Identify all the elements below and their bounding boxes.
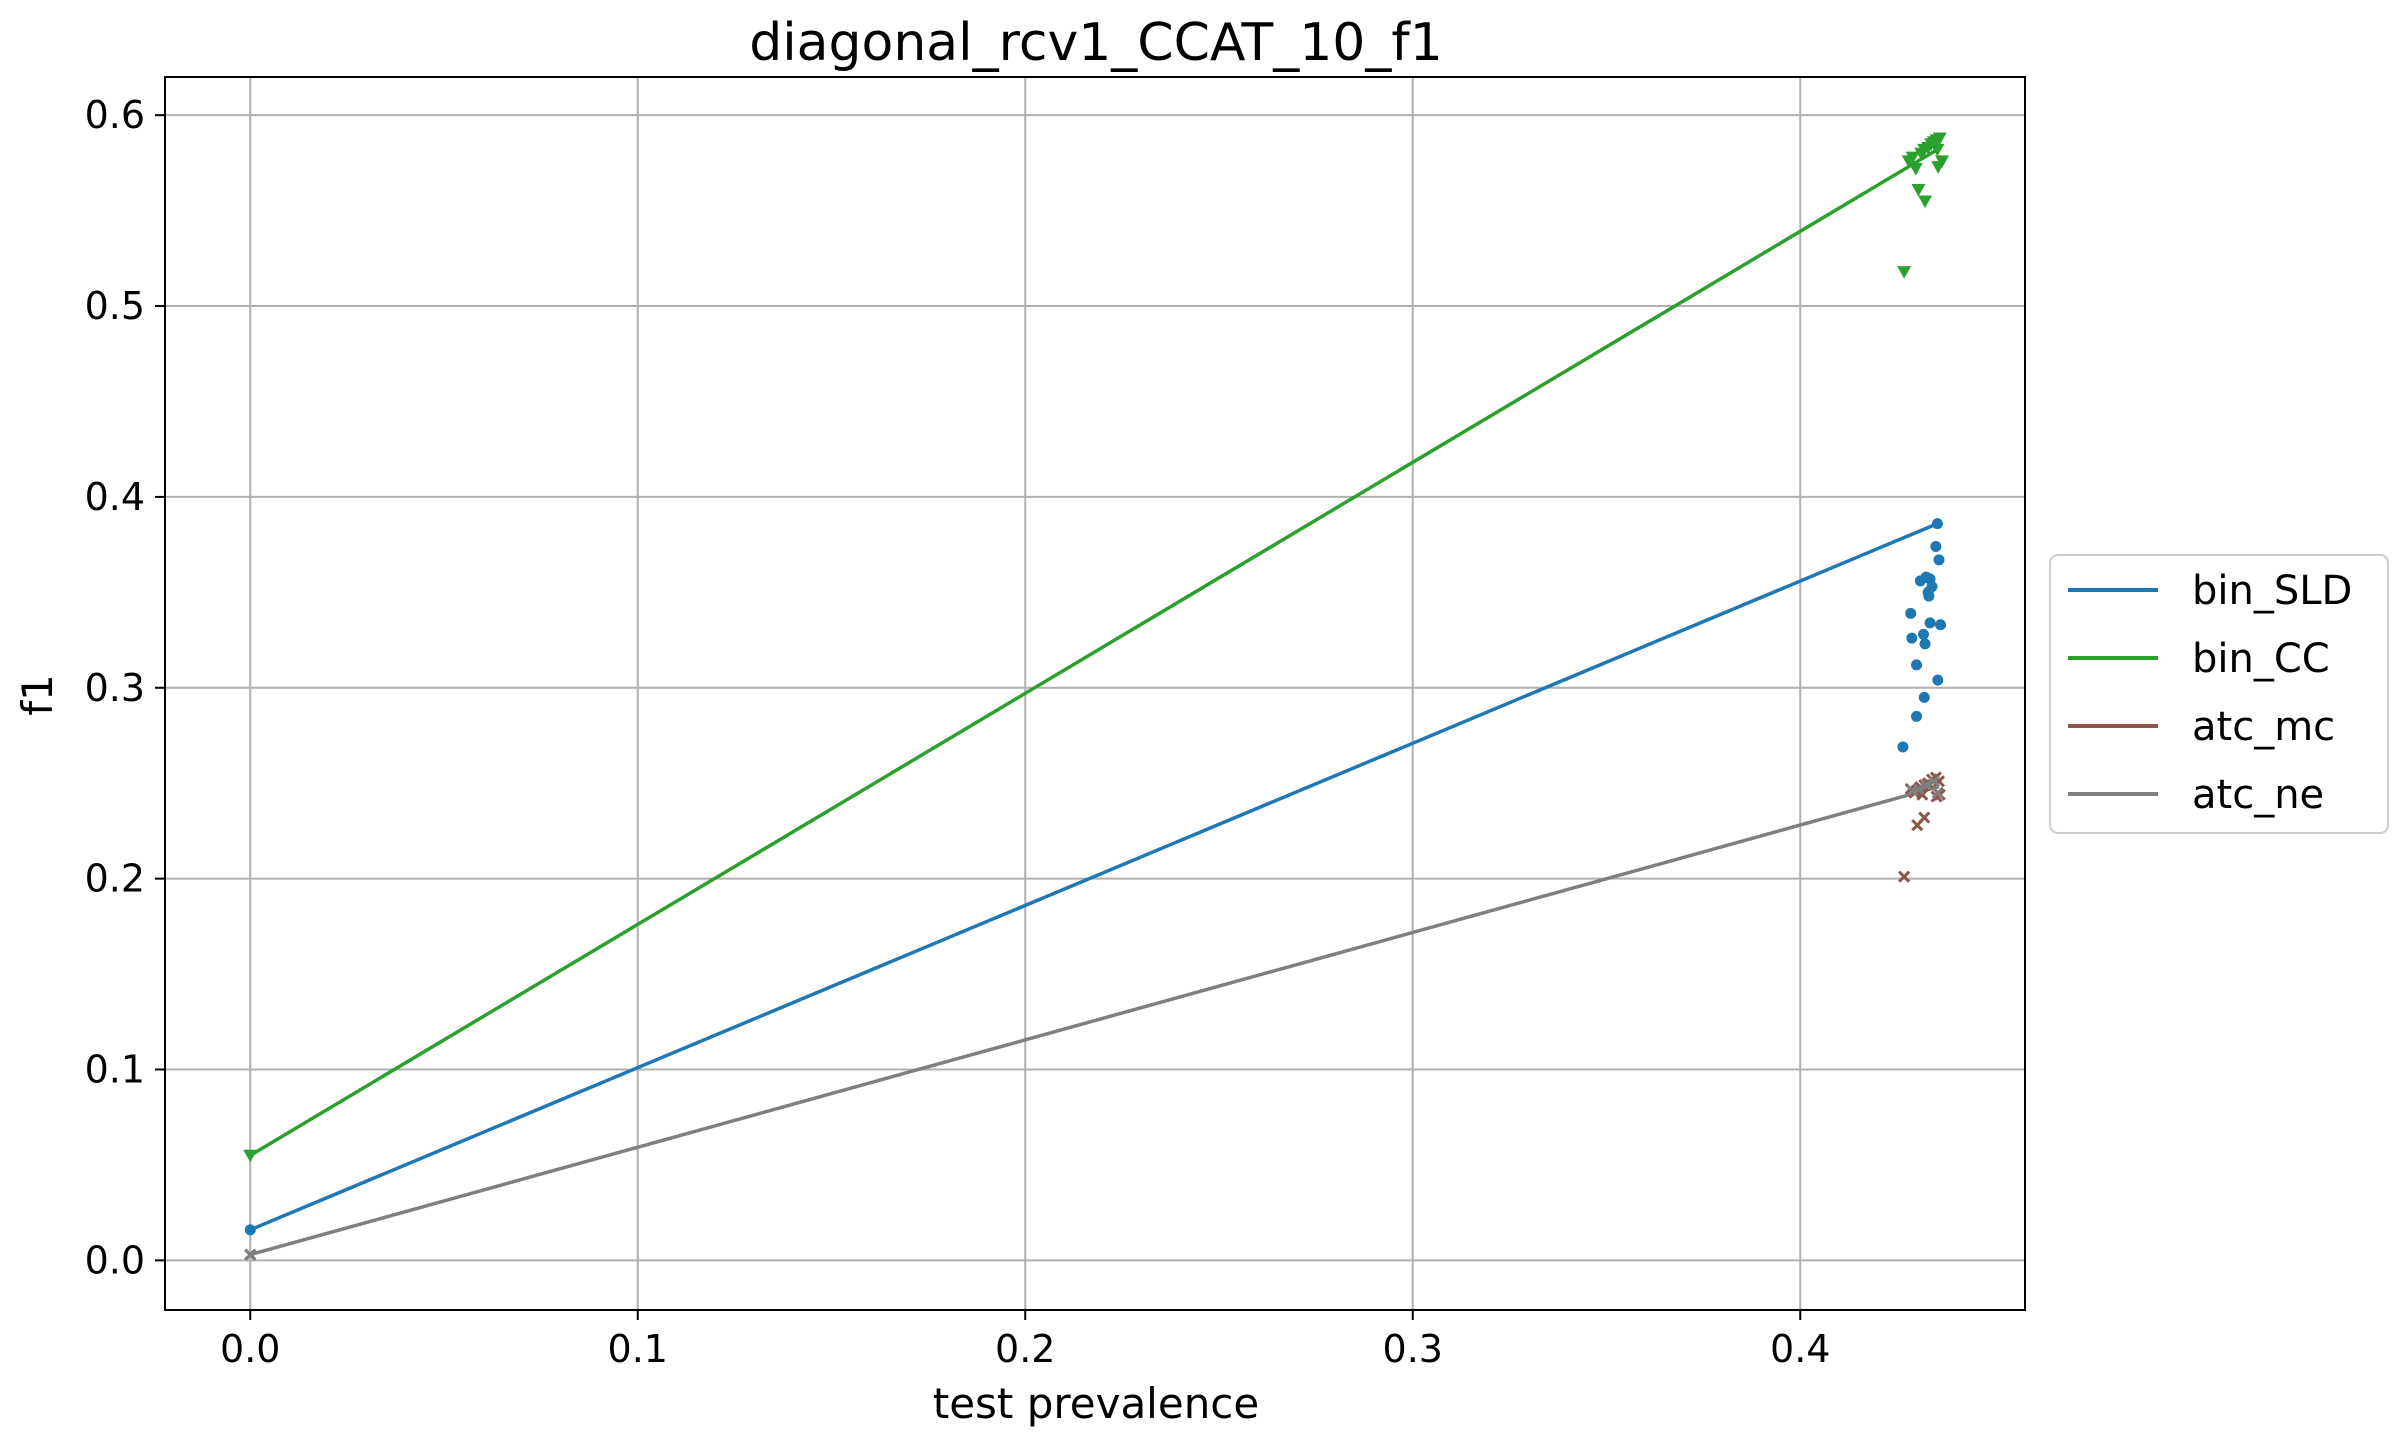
x-tick-label: 0.2 <box>995 1327 1055 1371</box>
data-point-bin_CC <box>1911 184 1926 197</box>
data-point-bin_SLD <box>1923 590 1935 602</box>
x-tick-label: 0.3 <box>1383 1327 1443 1371</box>
y-tick-label: 0.2 <box>85 857 145 901</box>
legend: bin_SLD bin_CC atc_mc atc_ne <box>2049 554 2389 834</box>
data-point-bin_CC <box>1918 195 1933 209</box>
x-tick-label: 0.4 <box>1770 1327 1830 1371</box>
data-point-bin_SLD <box>1906 632 1918 644</box>
data-point-atc_mc <box>1898 870 1911 883</box>
y-tick-label: 0.0 <box>85 1238 145 1282</box>
legend-label-atc_ne: atc_ne <box>2192 772 2324 818</box>
data-point-bin_SLD <box>1918 691 1930 703</box>
y-tick-label: 0.3 <box>85 666 145 710</box>
data-point-bin_SLD <box>1935 619 1947 631</box>
data-point-bin_SLD <box>1911 659 1922 671</box>
grid <box>165 77 2025 1310</box>
data-point-atc_ne <box>1931 786 1944 799</box>
data-point-atc_mc <box>1911 819 1924 832</box>
x-tick-label: 0.0 <box>220 1327 280 1371</box>
chart-title: diagonal_rcv1_CCAT_10_f1 <box>749 13 1443 73</box>
data-point-bin_SLD <box>1919 638 1931 650</box>
y-axis-label: f1 <box>13 674 62 716</box>
axis-ticks: 0.0 0.1 0.2 0.3 0.4 0.0 0.1 0.2 0.3 0.4 0.5 0.6 <box>85 93 1831 1371</box>
data-point-bin_SLD <box>1924 617 1936 629</box>
data-point-bin_SLD <box>1933 554 1945 566</box>
legend-label-atc_mc: atc_mc <box>2192 704 2335 750</box>
legend-label-bin_CC: bin_CC <box>2192 636 2330 682</box>
data-point-atc_ne <box>244 1248 257 1261</box>
data-point-bin_CC <box>1931 161 1946 174</box>
data-point-bin_SLD <box>1931 518 1943 530</box>
plot-frame <box>164 76 2026 1311</box>
x-tick-label: 0.1 <box>608 1327 668 1371</box>
data-point-bin_CC <box>1901 155 1916 168</box>
data-point-bin_SLD <box>1917 628 1929 640</box>
legend-label-bin_SLD: bin_SLD <box>2192 568 2352 614</box>
series-line-atc_ne <box>248 784 1940 1257</box>
data-point-bin_SLD <box>1930 541 1942 553</box>
y-tick-label: 0.1 <box>85 1048 145 1092</box>
y-tick-label: 0.4 <box>85 475 145 519</box>
data-point-bin_SLD <box>1911 710 1922 722</box>
data-point-bin_CC <box>1930 143 1945 157</box>
series-line-bin_CC <box>247 147 1940 1158</box>
y-tick-label: 0.6 <box>85 93 145 137</box>
data-point-bin_CC <box>243 1149 258 1163</box>
data-point-atc_ne <box>1920 779 1933 792</box>
data-point-bin_SLD <box>1897 741 1909 753</box>
data-point-bin_SLD <box>1914 575 1926 587</box>
data-point-bin_CC <box>1908 163 1923 176</box>
data-point-atc_ne <box>1927 775 1941 788</box>
data-point-bin_SLD <box>244 1224 256 1236</box>
data-point-bin_CC <box>1897 266 1912 279</box>
series-lines <box>247 147 1940 1257</box>
data-point-bin_CC <box>1914 147 1929 161</box>
legend-box <box>2049 554 2389 834</box>
y-tick-label: 0.5 <box>85 284 145 328</box>
series-line-bin_SLD <box>247 521 1940 1233</box>
data-point-bin_SLD <box>1932 674 1944 686</box>
series-points <box>243 132 1950 1261</box>
data-point-atc_ne <box>1906 784 1919 797</box>
data-point-bin_SLD <box>1905 607 1917 619</box>
x-axis-label: test prevalence <box>933 1379 1260 1428</box>
